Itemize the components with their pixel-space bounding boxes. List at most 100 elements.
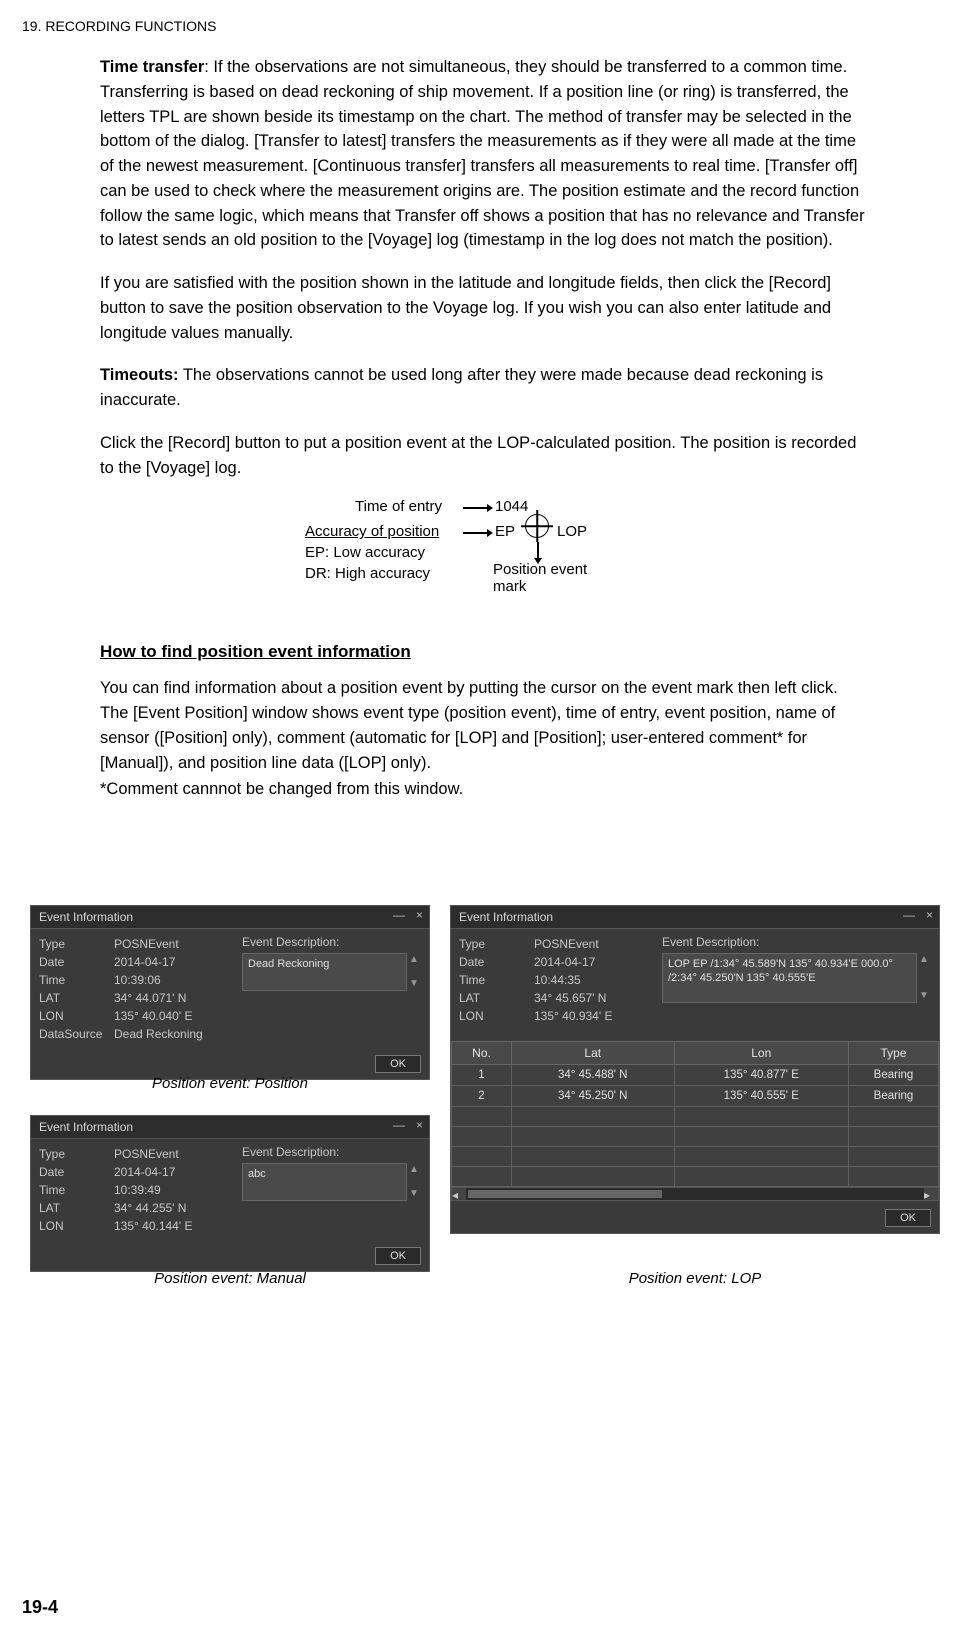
panel-title-text: Event Information [39, 910, 133, 924]
values-col: POSNEvent 2014-04-17 10:44:35 34° 45.657… [534, 935, 654, 1025]
label-time: Time [39, 971, 114, 989]
position-event-diagram: Time of entry 1044 Accuracy of position … [235, 498, 735, 618]
table-row: 1 34° 45.488' N 135° 40.877' E Bearing [452, 1065, 939, 1086]
label-date: Date [39, 1163, 114, 1181]
page-number: 19-4 [22, 1597, 58, 1618]
caption-position: Position event: Position [30, 1075, 430, 1092]
table-row [452, 1147, 939, 1167]
cell-no: 1 [452, 1065, 512, 1086]
paragraph-record-satisfied: If you are satisfied with the position s… [100, 271, 870, 345]
panel-position-title: Event Information — × [31, 906, 429, 929]
label-type: Type [459, 935, 534, 953]
arrow-time [463, 507, 487, 509]
close-icon[interactable]: × [416, 908, 423, 922]
value-lat: 34° 45.657' N [534, 989, 654, 1007]
horizontal-scrollbar[interactable]: ◂ ▸ [451, 1187, 939, 1201]
desc-scrollbar[interactable]: ▲▼ [407, 953, 421, 991]
panel-manual-body: Type Date Time LAT LON POSNEvent 2014-04… [31, 1139, 429, 1243]
minimize-icon[interactable]: — [393, 908, 405, 922]
value-date: 2014-04-17 [534, 953, 654, 971]
panel-title-text: Event Information [459, 910, 553, 924]
paragraph-comment-note: *Comment cannnot be changed from this wi… [100, 777, 870, 802]
caption-lop: Position event: LOP [450, 1270, 940, 1287]
table-row [452, 1107, 939, 1127]
desc-scrollbar[interactable]: ▲▼ [917, 953, 931, 1003]
desc-scrollbar[interactable]: ▲▼ [407, 1163, 421, 1201]
diagram-dr-high: DR: High accuracy [305, 565, 430, 582]
ok-button[interactable]: OK [375, 1055, 421, 1073]
diagram-accuracy-label: Accuracy of position [305, 523, 439, 540]
value-lat: 34° 44.071' N [114, 989, 234, 1007]
value-datasource: Dead Reckoning [114, 1025, 234, 1043]
desc-col: Event Description: LOP EP /1:34° 45.589'… [654, 935, 931, 1025]
label-time: Time [39, 1181, 114, 1199]
values-col: POSNEvent 2014-04-17 10:39:06 34° 44.071… [114, 935, 234, 1043]
label-date: Date [39, 953, 114, 971]
value-lon: 135° 40.144' E [114, 1217, 234, 1235]
minimize-icon[interactable]: — [393, 1118, 405, 1132]
diagram-ep-low: EP: Low accuracy [305, 544, 425, 561]
desc-box: Dead Reckoning [242, 953, 407, 991]
label-lon: LON [39, 1217, 114, 1235]
diagram-time-of-entry-label: Time of entry [355, 498, 442, 515]
desc-label: Event Description: [662, 935, 931, 949]
content-area: Time transfer: If the observations are n… [100, 55, 870, 820]
panel-position-body: Type Date Time LAT LON DataSource POSNEv… [31, 929, 429, 1051]
panel-lop-body: Type Date Time LAT LON POSNEvent 2014-04… [451, 929, 939, 1033]
cell-lon: 135° 40.877' E [674, 1065, 848, 1086]
label-lat: LAT [459, 989, 534, 1007]
cell-type: Bearing [849, 1086, 939, 1107]
label-datasource: DataSource [39, 1025, 114, 1043]
label-type: Type [39, 935, 114, 953]
caption-manual: Position event: Manual [30, 1270, 430, 1287]
label-lat: LAT [39, 989, 114, 1007]
diagram-time-value: 1044 [495, 498, 528, 515]
close-icon[interactable]: × [416, 1118, 423, 1132]
arrow-accuracy [463, 532, 487, 534]
label-time: Time [459, 971, 534, 989]
paragraph-find-info: You can find information about a positio… [100, 676, 870, 775]
text-timeouts: The observations cannot be used long aft… [100, 366, 823, 409]
th-no: No. [452, 1042, 512, 1065]
value-time: 10:39:06 [114, 971, 234, 989]
value-lon: 135° 40.040' E [114, 1007, 234, 1025]
value-date: 2014-04-17 [114, 953, 234, 971]
desc-box: LOP EP /1:34° 45.589'N 135° 40.934'E 000… [662, 953, 917, 1003]
label-timeouts: Timeouts: [100, 366, 179, 384]
ok-button[interactable]: OK [885, 1209, 931, 1227]
panel-position: Event Information — × Type Date Time LAT… [30, 905, 430, 1080]
paragraph-record-button: Click the [Record] button to put a posit… [100, 431, 870, 481]
value-time: 10:39:49 [114, 1181, 234, 1199]
value-lon: 135° 40.934' E [534, 1007, 654, 1025]
diagram-position-mark-label: Position event mark [493, 561, 587, 595]
paragraph-time-transfer: Time transfer: If the observations are n… [100, 55, 870, 253]
value-type: POSNEvent [114, 1145, 234, 1163]
table-row [452, 1127, 939, 1147]
th-lon: Lon [674, 1042, 848, 1065]
diagram-ep-text: EP [495, 523, 515, 540]
label-time-transfer: Time transfer [100, 58, 204, 76]
arrow-down-mark [537, 542, 539, 558]
label-date: Date [459, 953, 534, 971]
panel-lop-title: Event Information — × [451, 906, 939, 929]
section-title-find-info: How to find position event information [100, 642, 411, 662]
close-icon[interactable]: × [926, 908, 933, 922]
desc-col: Event Description: abc ▲▼ [234, 1145, 421, 1235]
label-type: Type [39, 1145, 114, 1163]
labels-col: Type Date Time LAT LON [459, 935, 534, 1025]
desc-box: abc [242, 1163, 407, 1201]
minimize-icon[interactable]: — [903, 908, 915, 922]
diagram-lop-text: LOP [557, 523, 587, 540]
desc-col: Event Description: Dead Reckoning ▲▼ [234, 935, 421, 1043]
lop-table: No. Lat Lon Type 1 34° 45.488' N 135° 40… [451, 1041, 939, 1187]
paragraph-timeouts: Timeouts: The observations cannot be use… [100, 363, 870, 413]
values-col: POSNEvent 2014-04-17 10:39:49 34° 44.255… [114, 1145, 234, 1235]
table-row: 2 34° 45.250' N 135° 40.555' E Bearing [452, 1086, 939, 1107]
value-lat: 34° 44.255' N [114, 1199, 234, 1217]
desc-label: Event Description: [242, 1145, 421, 1159]
desc-label: Event Description: [242, 935, 421, 949]
cell-lon: 135° 40.555' E [674, 1086, 848, 1107]
panel-manual-title: Event Information — × [31, 1116, 429, 1139]
panel-manual: Event Information — × Type Date Time LAT… [30, 1115, 430, 1272]
ok-button[interactable]: OK [375, 1247, 421, 1265]
